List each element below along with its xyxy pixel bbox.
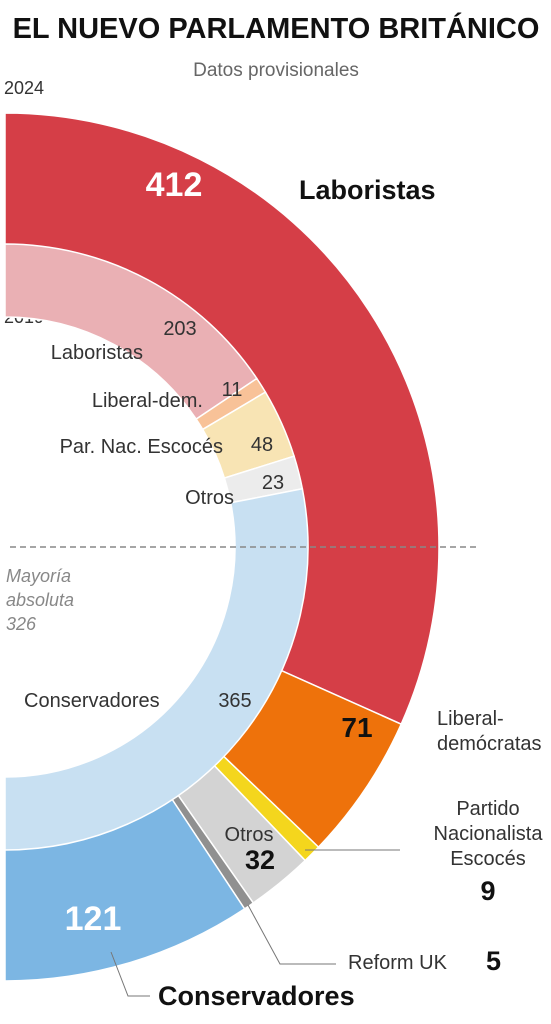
name-label-libdem-2024-line-2: demócratas (437, 733, 542, 755)
outer-year-label: 2024 (4, 78, 44, 98)
value-label-conservadores-2024: 121 (65, 900, 122, 938)
name-label-otros-2024: Otros (225, 824, 274, 846)
majority-label-line-3: 326 (6, 614, 37, 634)
value-label-libdem-2024: 71 (341, 712, 372, 743)
value-label-laboristas-2024: 412 (146, 166, 203, 204)
value-label-reform-2024: 5 (486, 946, 501, 976)
name-label-reform-2024: Reform UK (348, 952, 448, 974)
inner-ring-2019 (4, 243, 309, 851)
name-label-libdem-2024-line-1: Liberal- (437, 708, 504, 730)
leader-line-reform (247, 904, 336, 965)
name-label-snp-2024-line-1: Partido (456, 798, 519, 820)
chart-subtitle: Datos provisionales (193, 60, 359, 81)
name-label-snp-2024-line-3: Escocés (450, 848, 526, 870)
value-label-conservadores-2019: 365 (218, 690, 251, 712)
name-label-conservadores-2019: Conservadores (24, 690, 160, 712)
majority-label-line-1: Mayoría (6, 566, 71, 586)
value-label-otros-2019: 23 (262, 472, 284, 494)
value-label-libdem-2019: 11 (222, 379, 243, 401)
name-label-snp-2019: Par. Nac. Escocés (60, 436, 223, 458)
name-label-snp-2024-line-2: Nacionalista (434, 823, 544, 845)
segment-conservadores-2019 (4, 487, 309, 851)
value-label-laboristas-2019: 203 (163, 318, 196, 340)
value-label-snp-2024: 9 (480, 876, 495, 906)
name-label-laboristas-2019: Laboristas (51, 342, 143, 364)
name-label-laboristas-2024: Laboristas (299, 175, 436, 205)
value-label-otros-2024: 32 (245, 845, 275, 875)
name-label-libdem-2019: Liberal-dem. (92, 390, 203, 412)
name-label-conservadores-2024: Conservadores (158, 981, 355, 1011)
name-label-otros-2019: Otros (185, 487, 234, 509)
chart-title: EL NUEVO PARLAMENTO BRITÁNICO (13, 11, 540, 45)
leader-line-conservadores (110, 951, 150, 997)
value-label-snp-2019: 48 (251, 434, 273, 456)
majority-label-line-2: absoluta (6, 590, 74, 610)
